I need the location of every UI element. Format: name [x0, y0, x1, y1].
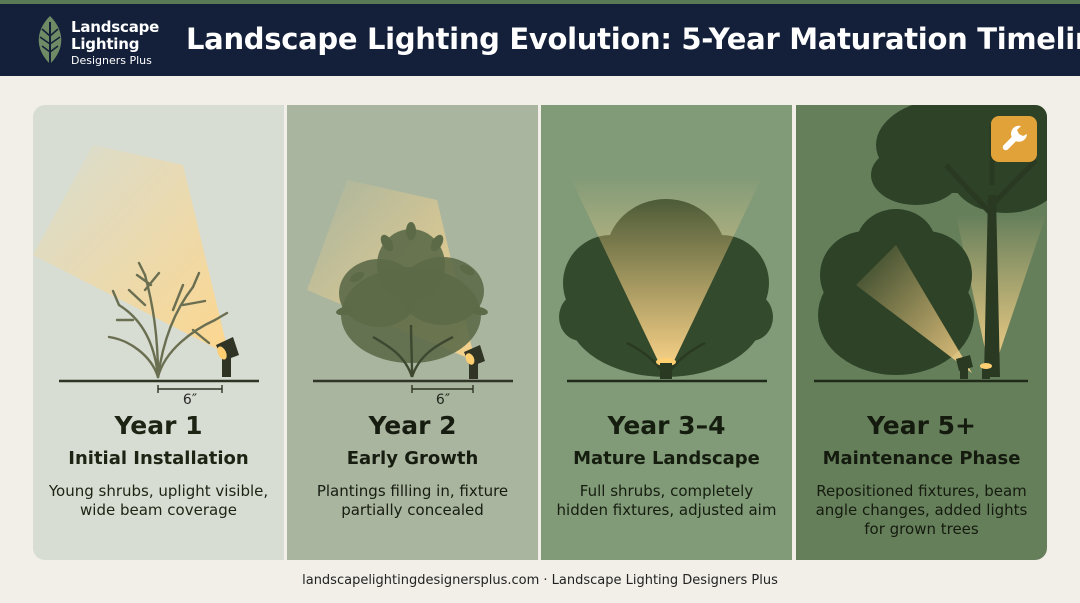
year-label: Year 3–4	[607, 411, 726, 440]
brand-line-2: Lighting	[71, 35, 140, 53]
phase-label: Mature Landscape	[573, 448, 760, 469]
year-2-illustration	[307, 180, 513, 393]
phase-description: Full shrubs, completely hidden fixtures,…	[556, 482, 777, 519]
page-title: Landscape Lighting Evolution: 5-Year Mat…	[186, 22, 1080, 56]
tree-uplight-beam	[956, 215, 1046, 363]
panel-year-2: 6″ Year 2 Early Growth Plantings filling…	[287, 105, 538, 560]
leaf-logo-icon	[38, 16, 62, 66]
dimension-marker	[157, 385, 223, 393]
header-bar: Landscape Lighting Designers Plus Landsc…	[0, 4, 1080, 76]
shrub-stems	[372, 324, 454, 378]
panel-year-3-4: Year 3–4 Mature Landscape Full shrubs, c…	[541, 105, 792, 560]
young-shrub	[107, 261, 229, 379]
phase-label: Initial Installation	[68, 448, 249, 469]
panel-year-5-plus: Year 5+ Maintenance Phase Repositioned f…	[796, 105, 1047, 560]
brand-line-3: Designers Plus	[71, 54, 152, 67]
dimension-label: 6″	[182, 392, 198, 408]
brand-line-1: Landscape	[71, 18, 160, 36]
tree-trunk	[984, 195, 1000, 377]
dimension-marker	[411, 385, 474, 393]
phase-label: Maintenance Phase	[822, 448, 1021, 469]
growing-shrub	[336, 222, 488, 363]
light-beam	[569, 175, 763, 363]
phase-description: Young shrubs, uplight visible, wide beam…	[48, 482, 269, 519]
spotlight-fixture	[216, 337, 239, 377]
year-label: Year 5+	[866, 411, 976, 440]
year-3-4-illustration	[559, 175, 773, 383]
phase-description: Repositioned fixtures, beam angle change…	[815, 482, 1028, 538]
repositioned-fixture	[956, 355, 973, 379]
year-label: Year 2	[368, 411, 457, 440]
wrench-icon	[991, 116, 1037, 162]
hidden-fixture	[656, 358, 676, 379]
repositioned-beam	[856, 245, 972, 373]
tree-fixture	[980, 363, 992, 379]
phase-label: Early Growth	[346, 448, 479, 469]
brand-name: Landscape Lighting Designers Plus	[71, 19, 159, 68]
year-1-illustration	[33, 145, 259, 393]
spotlight-fixture	[464, 345, 485, 379]
header-accent-strip	[0, 0, 1080, 4]
phase-description: Plantings filling in, fixture partially …	[316, 482, 509, 519]
panel-year-1: 6″ Year 1 Initial Installation Young shr…	[33, 105, 284, 560]
year-label: Year 1	[114, 411, 203, 440]
footer-text: landscapelightingdesignersplus.com · Lan…	[302, 573, 778, 588]
timeline-panels: 6″ Year 1 Initial Installation Young shr…	[33, 105, 1047, 560]
light-beam	[33, 145, 229, 355]
dimension-label: 6″	[435, 392, 451, 408]
